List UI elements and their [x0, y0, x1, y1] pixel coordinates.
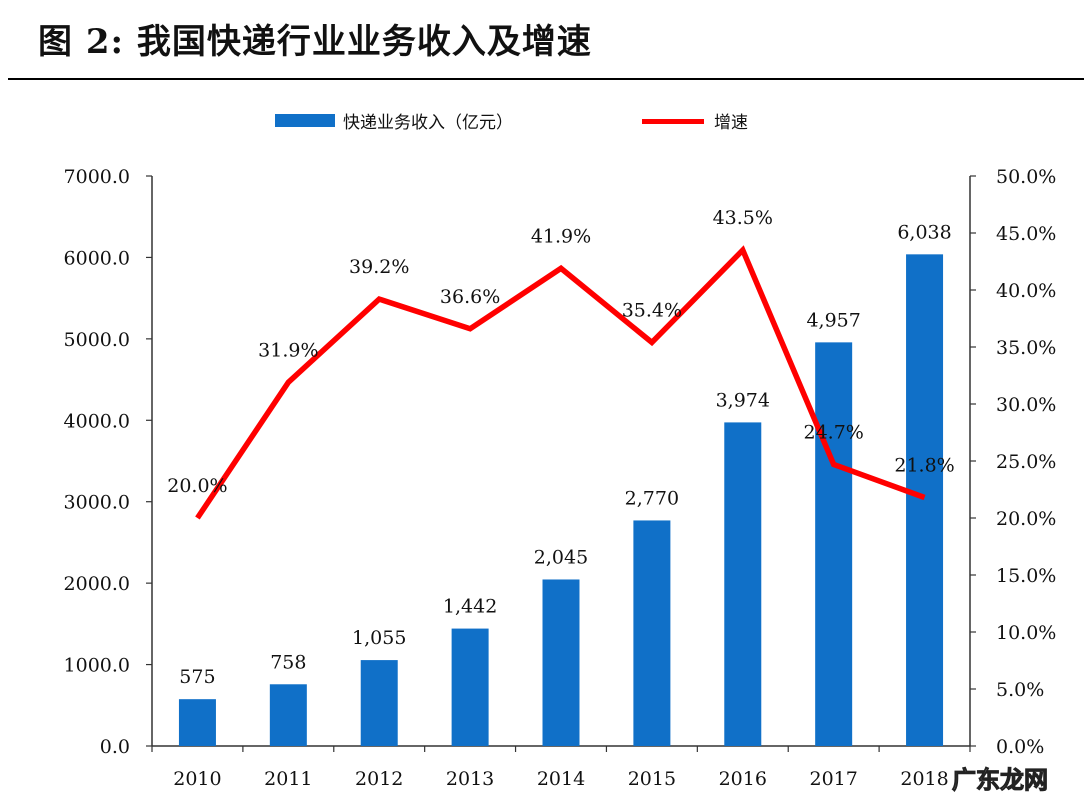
growth-value-label: 21.8%	[894, 454, 954, 476]
left-y-tick-label: 0.0	[100, 736, 130, 758]
left-y-tick-label: 6000.0	[64, 247, 130, 269]
right-y-tick-label: 25.0%	[996, 451, 1056, 473]
x-tick-label: 2016	[719, 768, 767, 790]
bar-revenue	[360, 660, 398, 746]
bar-value-label: 1,055	[352, 627, 406, 649]
legend-swatch-growth	[642, 119, 704, 124]
title-divider	[8, 78, 1084, 80]
figure-title: 图 2: 我国快递行业业务收入及增速	[38, 22, 592, 62]
bar-revenue	[906, 254, 944, 746]
right-y-tick-label: 35.0%	[996, 337, 1056, 359]
growth-value-label: 24.7%	[803, 421, 863, 443]
legend-label-growth: 增速	[714, 113, 748, 133]
x-tick-label: 2017	[809, 768, 857, 790]
growth-line	[195, 245, 926, 520]
legend-swatch-revenue	[275, 114, 335, 127]
bar-revenue	[542, 579, 580, 746]
right-y-tick-label: 20.0%	[996, 508, 1056, 530]
right-y-tick-label: 0.0%	[996, 736, 1044, 758]
right-y-tick-label: 40.0%	[996, 280, 1056, 302]
growth-line-series: 20.0% 31.9% 39.2% 36.6% 41.9% 35.4% 43.5% 24.7%…	[167, 207, 955, 520]
bar-value-label: 575	[179, 666, 215, 688]
growth-value-label: 39.2%	[349, 256, 409, 278]
growth-value-label: 20.0%	[167, 475, 227, 497]
left-y-tick-label: 1000.0	[64, 655, 130, 677]
chart-legend: 快递业务收入（亿元） 增速	[275, 113, 748, 133]
bar-value-label: 4,957	[806, 309, 860, 331]
left-y-tick-label: 7000.0	[64, 166, 130, 188]
bar-revenue	[633, 520, 671, 746]
right-y-tick-label: 50.0%	[996, 166, 1056, 188]
x-tick-label: 2010	[173, 768, 221, 790]
legend-label-revenue: 快递业务收入（亿元）	[343, 113, 513, 133]
bar-series	[178, 254, 944, 746]
bar-revenue	[269, 684, 307, 746]
growth-value-label: 41.9%	[531, 225, 591, 247]
growth-value-label: 43.5%	[713, 207, 773, 229]
x-axis-tick-labels: 2010 2011 2012 2013 2014 2015 2016 2017 2018	[173, 768, 948, 790]
right-y-tick-label: 45.0%	[996, 223, 1056, 245]
right-y-tick-label: 10.0%	[996, 622, 1056, 644]
bar-value-label: 6,038	[897, 221, 951, 243]
x-tick-label: 2011	[264, 768, 312, 790]
right-y-tick-label: 5.0%	[996, 679, 1044, 701]
growth-value-label: 31.9%	[258, 339, 318, 361]
left-y-tick-label: 5000.0	[64, 329, 130, 351]
x-tick-label: 2012	[355, 768, 403, 790]
left-y-tick-label: 3000.0	[64, 492, 130, 514]
x-tick-label: 2018	[900, 768, 948, 790]
growth-value-label: 36.6%	[440, 286, 500, 308]
x-tick-label: 2014	[537, 768, 585, 790]
x-tick-label: 2015	[628, 768, 676, 790]
x-tick-label: 2013	[446, 768, 494, 790]
right-y-tick-label: 30.0%	[996, 394, 1056, 416]
bar-revenue	[724, 422, 762, 746]
bar-data-labels: 575 758 1,055 1,442 2,045 2,770 3,974 4,957 6,03…	[179, 221, 951, 688]
bar-value-label: 3,974	[716, 389, 770, 411]
bar-revenue	[178, 699, 216, 746]
bar-revenue	[451, 628, 489, 746]
bar-revenue	[815, 342, 853, 746]
left-y-tick-label: 4000.0	[64, 410, 130, 432]
bar-value-label: 758	[270, 651, 306, 673]
right-y-tick-label: 15.0%	[996, 565, 1056, 587]
chart-axes: 0.0 1000.0 2000.0 3000.0 4000.0 5000.0 6000.0 7…	[64, 166, 1057, 758]
bar-value-label: 2,045	[534, 546, 588, 568]
growth-value-label: 35.4%	[622, 299, 682, 321]
left-y-tick-label: 2000.0	[64, 573, 130, 595]
watermark-logo: 广东龙网	[952, 766, 1049, 795]
bar-value-label: 2,770	[625, 487, 679, 509]
bar-value-label: 1,442	[443, 596, 497, 618]
